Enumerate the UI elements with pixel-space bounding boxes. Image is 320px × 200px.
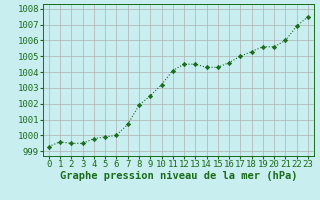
X-axis label: Graphe pression niveau de la mer (hPa): Graphe pression niveau de la mer (hPa)	[60, 171, 297, 181]
